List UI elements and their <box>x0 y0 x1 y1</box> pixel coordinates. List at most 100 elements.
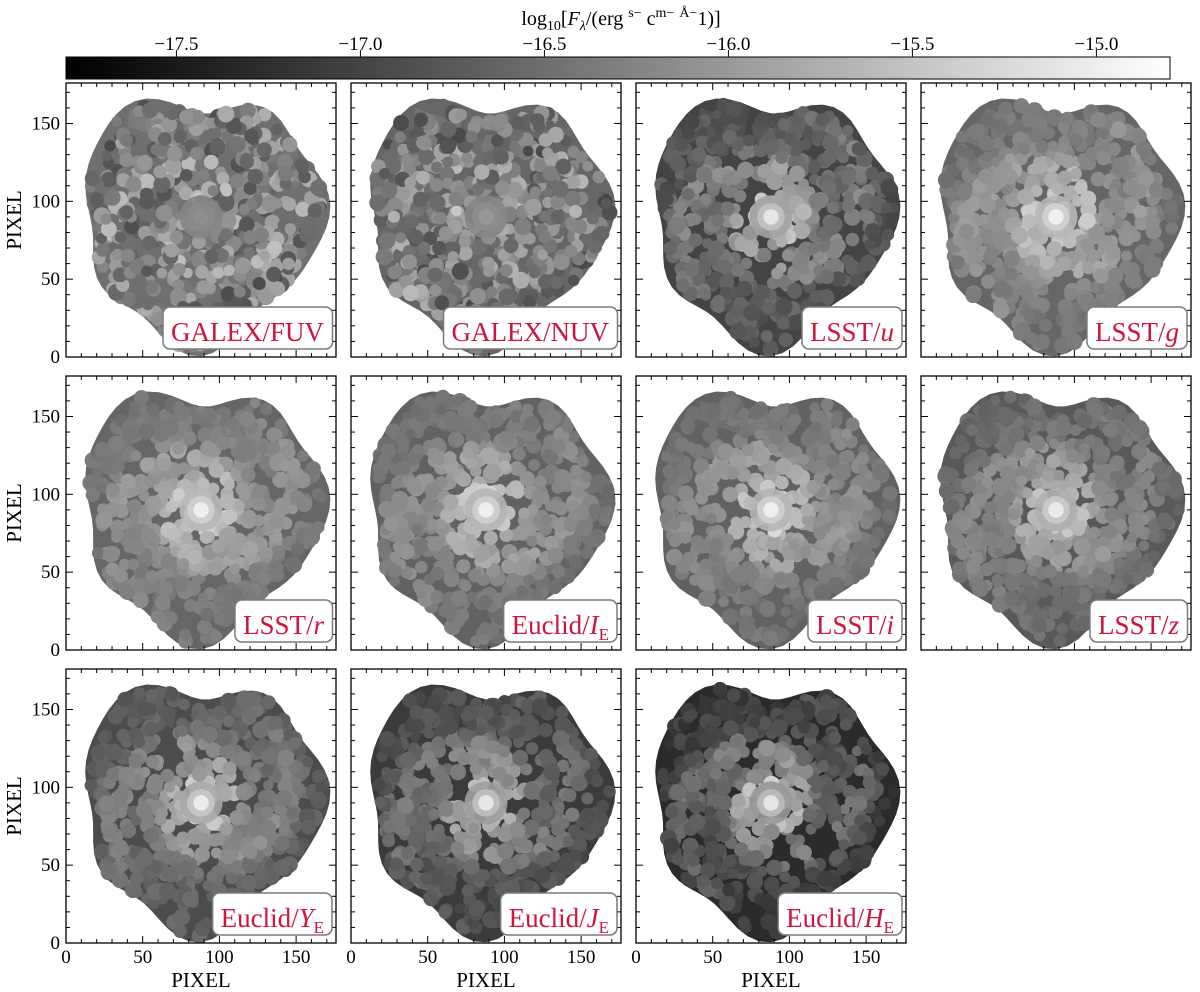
flux-bin <box>212 592 225 605</box>
flux-bin <box>1163 200 1179 215</box>
flux-bin <box>880 202 892 214</box>
flux-bin <box>191 235 206 250</box>
flux-bin <box>660 495 678 512</box>
flux-bin <box>571 484 585 498</box>
flux-bin <box>435 404 447 416</box>
flux-bin <box>439 137 457 154</box>
flux-bin <box>1135 461 1147 473</box>
flux-bin <box>105 562 120 577</box>
flux-bin <box>458 246 473 261</box>
flux-bin <box>526 535 538 547</box>
flux-bin <box>448 192 463 206</box>
flux-bin <box>1008 508 1020 521</box>
colorbar-tick-label: −16.5 <box>522 34 566 55</box>
flux-bin <box>1042 564 1057 579</box>
flux-bin <box>996 297 1007 309</box>
flux-bin <box>181 156 197 172</box>
flux-bin <box>381 182 398 199</box>
flux-bin <box>177 462 190 475</box>
flux-bin <box>279 459 291 472</box>
flux-bin <box>474 164 490 180</box>
flux-bin <box>829 429 840 441</box>
flux-bin <box>1076 413 1093 429</box>
flux-bin <box>404 428 416 440</box>
flux-bin <box>708 552 720 563</box>
flux-bin <box>396 460 411 476</box>
flux-bin <box>456 472 472 487</box>
flux-bin <box>142 235 157 251</box>
flux-bin <box>568 554 582 568</box>
flux-bin <box>1138 540 1150 552</box>
flux-bin <box>257 287 275 305</box>
flux-bin <box>288 465 301 478</box>
flux-bin <box>691 147 707 163</box>
flux-bin <box>143 721 158 737</box>
flux-bin <box>497 249 510 262</box>
flux-bin <box>540 514 552 526</box>
flux-bin <box>839 450 852 463</box>
flux-bin <box>682 188 695 201</box>
flux-bin <box>830 415 843 428</box>
flux-bin <box>155 204 173 222</box>
flux-bin <box>767 442 779 454</box>
flux-bin <box>430 590 444 604</box>
flux-bin <box>676 559 690 574</box>
flux-bin <box>219 212 237 229</box>
flux-bin <box>378 232 396 250</box>
flux-bin <box>826 201 840 214</box>
flux-bin <box>1110 178 1122 190</box>
flux-bin <box>499 460 511 471</box>
flux-bin <box>519 471 535 487</box>
galaxy-map <box>369 98 618 357</box>
flux-bin <box>84 779 98 792</box>
flux-bin <box>423 231 437 246</box>
flux-bin <box>722 486 738 503</box>
flux-bin <box>233 500 245 512</box>
flux-bin <box>818 240 830 253</box>
flux-bin <box>142 298 154 311</box>
flux-bin <box>965 287 981 304</box>
flux-bin <box>1053 469 1065 481</box>
flux-bin <box>729 454 742 467</box>
flux-bin <box>216 171 230 186</box>
flux-bin <box>845 259 861 275</box>
flux-bin <box>219 493 236 510</box>
flux-bin <box>534 475 547 488</box>
flux-bin <box>1021 213 1037 229</box>
y-tick-label: 150 <box>32 113 61 134</box>
flux-bin <box>771 267 784 280</box>
flux-bin <box>1077 565 1089 577</box>
flux-bin <box>1025 398 1043 416</box>
flux-bin <box>1046 454 1061 469</box>
flux-bin <box>523 295 537 309</box>
flux-bin <box>1157 480 1169 492</box>
flux-bin <box>439 166 455 182</box>
flux-bin <box>514 524 531 541</box>
flux-bin <box>1035 140 1049 154</box>
flux-bin <box>179 109 194 125</box>
flux-bin <box>693 535 704 547</box>
flux-bin <box>860 553 875 569</box>
flux-bin <box>249 397 261 409</box>
flux-bin <box>792 596 806 611</box>
flux-bin <box>1066 333 1083 350</box>
flux-bin <box>1090 112 1106 128</box>
flux-bin <box>94 762 110 778</box>
flux-bin <box>1148 530 1161 543</box>
flux-bin <box>96 243 110 257</box>
flux-bin <box>1025 524 1037 536</box>
flux-bin <box>107 709 124 725</box>
flux-bin <box>954 434 967 447</box>
flux-bin <box>146 830 159 844</box>
flux-bin <box>757 164 772 179</box>
flux-bin <box>210 630 222 642</box>
flux-bin <box>256 142 272 158</box>
flux-bin <box>530 589 543 601</box>
flux-bin <box>160 768 175 783</box>
panel-frame <box>635 82 907 358</box>
flux-bin <box>1010 226 1028 244</box>
y-tick-label: 50 <box>41 562 60 583</box>
flux-bin <box>542 147 554 159</box>
flux-bin <box>404 163 416 176</box>
